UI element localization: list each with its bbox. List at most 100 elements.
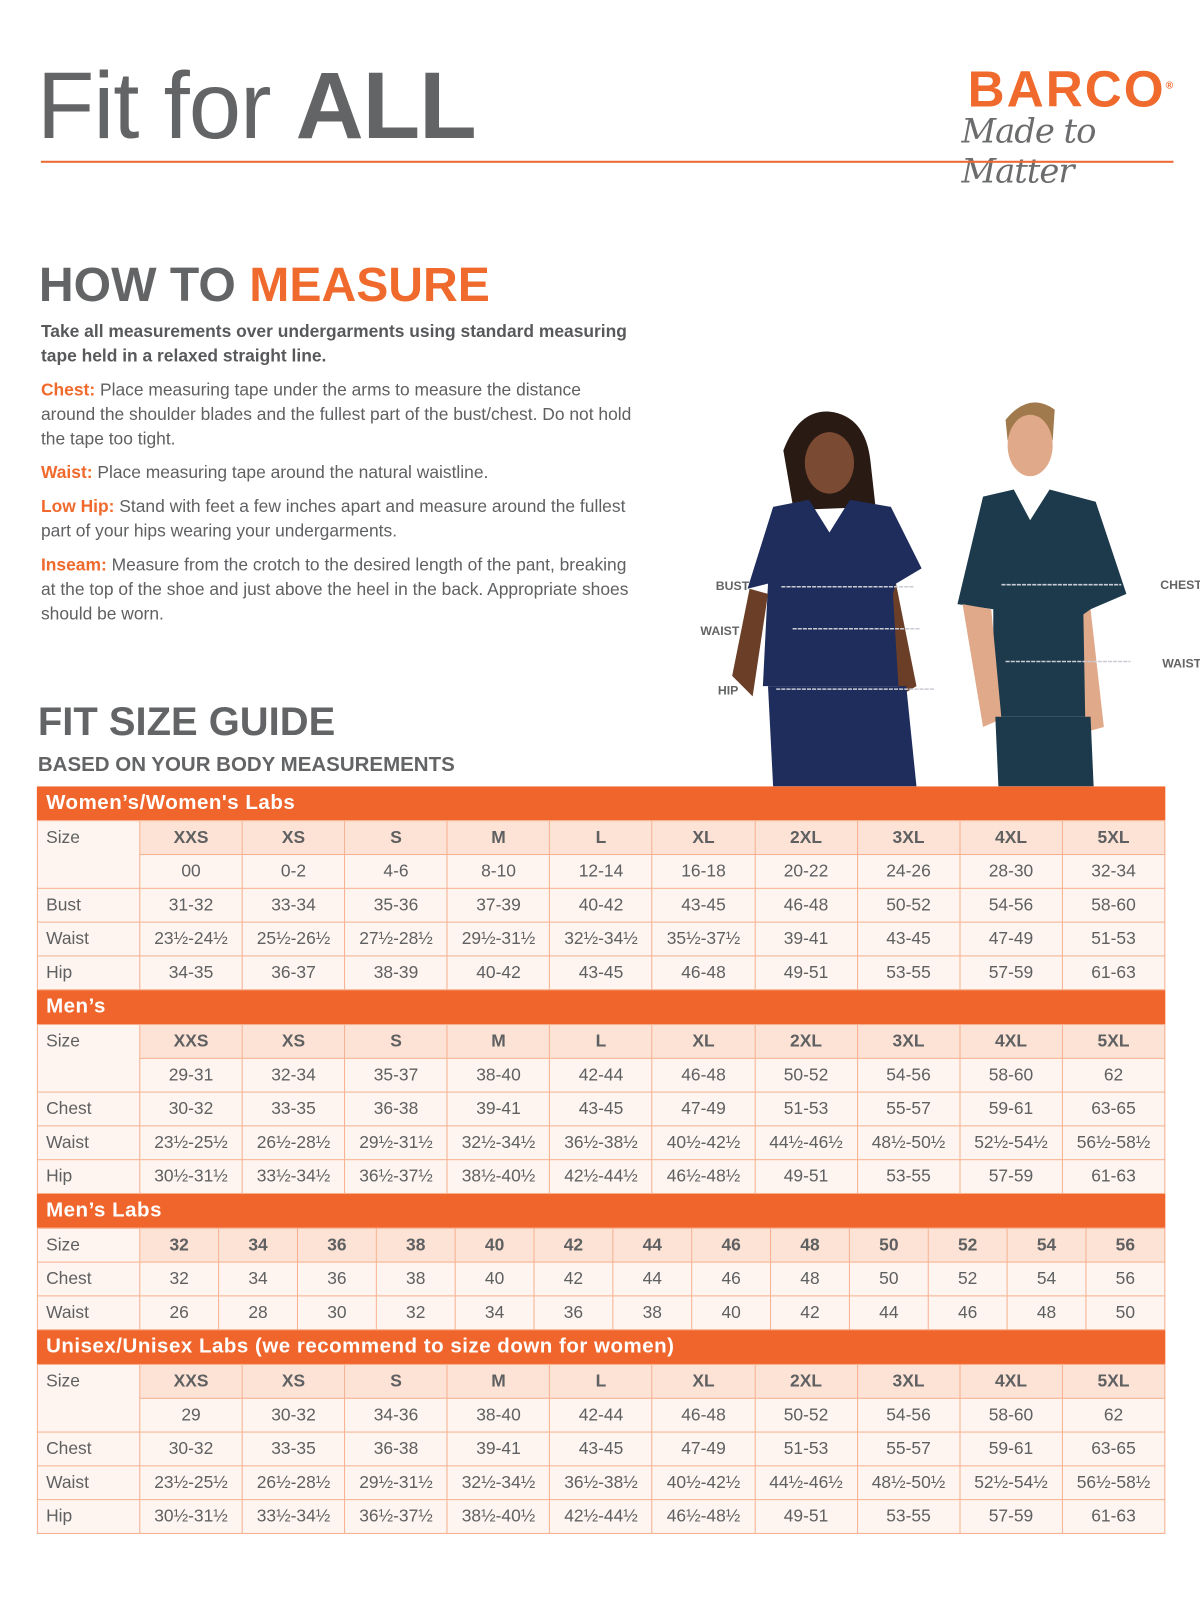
cell-value: 32: [139, 1261, 220, 1297]
numeric-size: 42-44: [549, 1397, 653, 1433]
cell-value: 33-34: [241, 887, 346, 923]
size-header: S: [344, 820, 448, 856]
cell-value: 25½-26½: [241, 921, 346, 957]
size-header: 5XL: [1061, 1024, 1166, 1059]
cell-value: 30-32: [139, 1091, 243, 1127]
row-label: Hip: [36, 1499, 141, 1534]
numeric-size: 54-56: [856, 1397, 961, 1433]
cell-value: 26½-28½: [241, 1465, 346, 1501]
cell-value: 43-45: [549, 1431, 653, 1467]
size-header: 4XL: [959, 1024, 1063, 1059]
size-header: XXS: [139, 1363, 243, 1399]
size-header: 32: [139, 1227, 220, 1263]
row-label: Bust: [36, 887, 141, 923]
header-divider: [40, 160, 1174, 163]
size-table: Size 32 34 36 38 40 42 44 46 48 50 52 54 56 Chest 32 34 3…: [36, 1227, 1166, 1331]
cell-value: 44½-46½: [754, 1465, 858, 1501]
size-header: L: [549, 820, 653, 856]
numeric-size: 0-2: [241, 854, 346, 889]
logo-brand: BARCO: [967, 60, 1166, 118]
cell-value: 50: [848, 1261, 929, 1297]
size-row: Size XXS XS S M L XL 2XL 3XL 4XL 5XL: [36, 820, 1166, 889]
numeric-size: 50-52: [754, 1397, 858, 1433]
desc: Measure from the crotch to the desired l…: [40, 555, 629, 624]
numeric-size: 42-44: [549, 1057, 653, 1093]
numeric-size: 29-31: [139, 1057, 243, 1093]
size-header: 2XL: [754, 1024, 858, 1059]
cell-value: 52½-54½: [959, 1125, 1063, 1161]
size-header: XS: [241, 1363, 346, 1399]
cell-value: 63-65: [1061, 1431, 1166, 1467]
cell-value: 40: [691, 1295, 772, 1331]
desc: Place measuring tape under the arms to m…: [40, 379, 632, 449]
section-title: Unisex/Unisex Labs (we recommend to size…: [36, 1330, 1166, 1364]
size-header: 3XL: [856, 1363, 961, 1399]
woman-figure: [732, 411, 922, 787]
cell-value: 46: [691, 1261, 772, 1297]
cell-value: 61-63: [1061, 1499, 1166, 1534]
cell-value: 48½-50½: [856, 1465, 961, 1501]
cell-value: 48: [770, 1261, 850, 1297]
size-tables: Women’s/Women's Labs Size XXS XS S M L XL 2XL 3XL…: [36, 786, 1166, 1534]
table-row: Chest 30-32 33-35 36-38 39-41 43-45 47-49 51-53…: [36, 1091, 1166, 1127]
cell-value: 51-53: [754, 1091, 858, 1127]
size-table-section: Women’s/Women's Labs Size XXS XS S M L XL 2XL 3XL…: [36, 786, 1166, 991]
table-row: Bust 31-32 33-34 35-36 37-39 40-42 43-45 46-48 5…: [36, 887, 1166, 923]
title-light: Fit for: [36, 54, 296, 159]
size-header: XL: [651, 820, 756, 856]
row-label: Size: [36, 1363, 141, 1433]
cell-value: 33½-34½: [241, 1159, 346, 1194]
logo-tagline: Made to Matter: [961, 110, 1097, 191]
size-header: XL: [651, 1024, 756, 1059]
instruction-chest: Chest: Place measuring tape under the ar…: [41, 378, 635, 452]
row-label: Waist: [36, 921, 141, 957]
cell-value: 46-48: [651, 955, 756, 991]
size-header: 2XL: [754, 820, 858, 856]
cell-value: 42: [533, 1261, 614, 1297]
size-header: 44: [612, 1227, 693, 1263]
row-label: Chest: [36, 1091, 141, 1127]
cell-value: 49-51: [754, 955, 858, 991]
row-label: Size: [36, 1024, 141, 1093]
size-header: XXS: [139, 820, 243, 856]
cell-value: 36: [296, 1261, 377, 1297]
size-header: XXS: [139, 1024, 243, 1059]
numeric-size: 12-14: [549, 854, 653, 889]
title-bold: ALL: [295, 54, 477, 159]
cell-value: 27½-28½: [344, 921, 448, 957]
cell-value: 59-61: [959, 1431, 1063, 1467]
size-header: 50: [848, 1227, 929, 1263]
size-header: 54: [1006, 1227, 1087, 1263]
cell-value: 56½-58½: [1061, 1465, 1166, 1501]
cell-value: 26: [139, 1295, 220, 1331]
table-row: Hip 30½-31½ 33½-34½ 36½-37½ 38½-40½ 42½-44½ 46…: [36, 1159, 1166, 1194]
size-table: Size XXS XS S M L XL 2XL 3XL 4XL 5XL 29-31 32-34 35-3…: [36, 1024, 1166, 1194]
size-header: 4XL: [959, 820, 1063, 856]
numeric-size: 32-34: [1061, 854, 1166, 889]
numeric-size: 62: [1061, 1057, 1166, 1093]
table-row: Waist 23½-25½ 26½-28½ 29½-31½ 32½-34½ 36½-38½…: [36, 1465, 1166, 1501]
cell-value: 23½-25½: [139, 1465, 243, 1501]
cell-value: 43-45: [549, 955, 653, 991]
cell-value: 32½-34½: [549, 921, 653, 957]
cell-value: 46½-48½: [651, 1159, 756, 1194]
cell-value: 42½-44½: [549, 1499, 653, 1534]
waist-label-men: WAIST: [1162, 656, 1200, 671]
cell-value: 29½-31½: [446, 921, 551, 957]
cell-value: 43-45: [856, 921, 961, 957]
cell-value: 50: [1085, 1295, 1166, 1331]
size-header: L: [549, 1363, 653, 1399]
cell-value: 32½-34½: [446, 1125, 551, 1161]
cell-value: 48: [1006, 1295, 1087, 1331]
size-header: 5XL: [1061, 820, 1166, 856]
cell-value: 36-38: [344, 1431, 448, 1467]
row-label: Chest: [36, 1431, 141, 1467]
cell-value: 38-39: [344, 955, 448, 991]
cell-value: 53-55: [856, 955, 961, 991]
numeric-size: 24-26: [856, 854, 961, 889]
table-row: Hip 30½-31½ 33½-34½ 36½-37½ 38½-40½ 42½-44½ 46…: [36, 1499, 1166, 1534]
size-header: 2XL: [754, 1363, 858, 1399]
term: Low Hip:: [40, 496, 115, 517]
instruction-hip: Low Hip: Stand with feet a few inches ap…: [41, 495, 635, 544]
cell-value: 33-35: [241, 1431, 346, 1467]
